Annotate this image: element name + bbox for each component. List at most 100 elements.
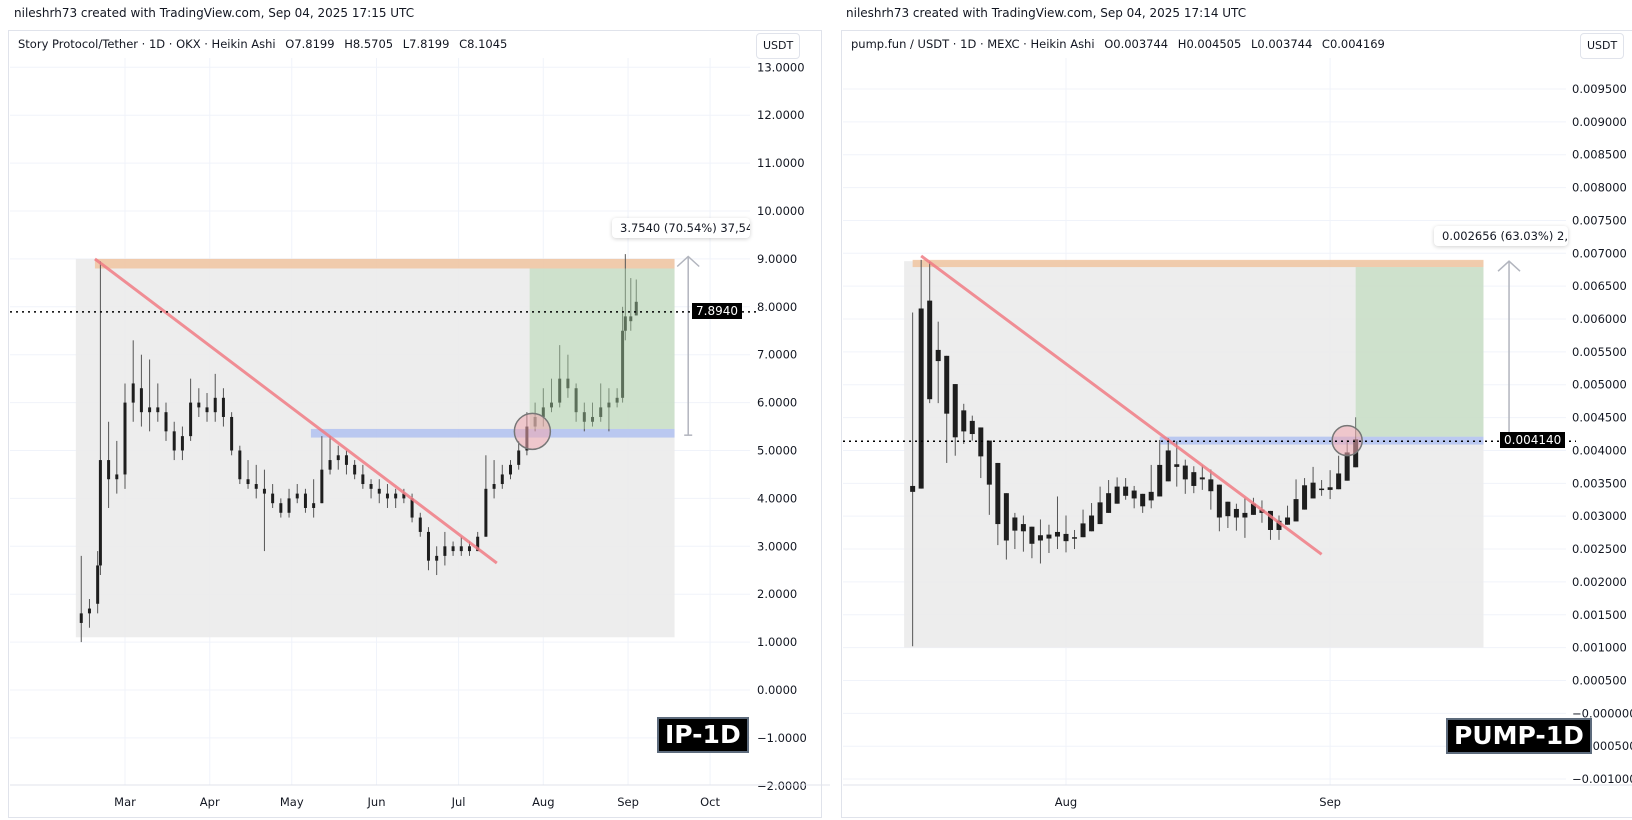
candle-body [492, 484, 496, 489]
candle-body [96, 565, 100, 604]
candle-body [634, 301, 638, 316]
candle [1131, 485, 1137, 509]
candle-body [1208, 479, 1214, 492]
candle [1242, 497, 1248, 538]
candle-body [558, 378, 562, 403]
candle-body [1199, 477, 1205, 480]
ohlc-close: C0.004169 [1321, 37, 1385, 51]
candle [271, 484, 275, 508]
y-axis-tick-label: 7.0000 [757, 348, 797, 362]
candle-body [629, 316, 633, 322]
currency-button[interactable]: USDT [1580, 33, 1625, 59]
y-axis-tick-label: 0.004000 [1572, 443, 1627, 457]
last-price-label: 0.004140 [1500, 432, 1566, 448]
candle-body [1285, 517, 1291, 525]
candle-body [426, 531, 430, 561]
candle-body [1123, 486, 1129, 496]
range-box [904, 261, 1484, 648]
candle [148, 359, 152, 432]
candle-body [172, 431, 176, 451]
y-axis-tick-label: 0.007000 [1572, 246, 1627, 260]
symbol-info[interactable]: pump.fun / USDT · 1D · MEXC · Heikin Ash… [851, 37, 1095, 51]
candle-body [238, 450, 242, 480]
arrow-up-icon [676, 255, 700, 268]
candle-body [287, 498, 291, 513]
candle-body [336, 455, 340, 461]
symbol-info[interactable]: Story Protocol/Tether · 1D · OKX · Heiki… [18, 37, 276, 51]
candle [607, 388, 611, 432]
candle [451, 541, 455, 556]
candle [508, 460, 512, 480]
y-axis-tick-label: 0.002500 [1572, 542, 1627, 556]
candle [591, 402, 595, 427]
candle-body [1250, 503, 1256, 515]
candle-body [1336, 473, 1342, 490]
candle [927, 261, 933, 404]
candle [377, 479, 381, 504]
y-axis-tick-label: 0.005500 [1572, 345, 1627, 359]
candle [1037, 519, 1043, 564]
y-axis-tick-label: −0.000000 [1572, 706, 1632, 720]
candle-body [1302, 485, 1308, 510]
candle-body [1106, 493, 1112, 513]
candle [1080, 509, 1086, 538]
candle [1276, 515, 1282, 540]
y-axis-tick-label: 0.004500 [1572, 411, 1627, 425]
candle-body [451, 546, 455, 552]
candle-body [221, 397, 225, 417]
candle-body [1276, 520, 1282, 530]
candle-body [952, 384, 958, 438]
candle-body [1267, 510, 1273, 530]
candle [1327, 470, 1333, 500]
candle-body [978, 427, 984, 457]
y-axis-tick-label: 0.008000 [1572, 181, 1627, 195]
chart-credit: nileshrh73 created with TradingView.com,… [14, 6, 415, 20]
support-band [1159, 436, 1484, 445]
y-axis-tick-label: 4.0000 [757, 491, 797, 505]
symbol-badge: IP-1D [657, 717, 749, 753]
candle [96, 551, 100, 614]
candle [492, 460, 496, 499]
candle-body [131, 383, 135, 403]
candle-body [961, 410, 967, 432]
x-axis-date-label: Aug [1055, 795, 1077, 809]
candle-body [508, 464, 512, 475]
candle-body [279, 503, 283, 513]
candle [87, 598, 91, 628]
candle [1046, 524, 1052, 553]
candle-body [1140, 493, 1146, 507]
candle [1097, 486, 1103, 525]
candle-body [107, 460, 111, 480]
ohlc-high: H8.5705 [344, 37, 394, 51]
candle-body [1046, 534, 1052, 539]
candle-body [607, 402, 611, 408]
ohlc-open: O7.8199 [285, 37, 335, 51]
x-axis-date-label: Jul [451, 795, 466, 809]
candle [98, 261, 102, 576]
y-axis-tick-label: 0.003500 [1572, 476, 1627, 490]
resistance-band [912, 259, 1484, 268]
y-axis-tick-label: −0.001000 [1572, 772, 1632, 786]
candle-body [541, 407, 545, 417]
x-axis-date-label: Oct [700, 795, 720, 809]
candle-body [353, 464, 357, 475]
y-axis-tick-label: 0.000500 [1572, 673, 1627, 687]
x-axis-date-label: Jun [367, 795, 386, 809]
candle-body [402, 493, 406, 499]
support-band [310, 428, 675, 438]
candle-body [467, 546, 471, 552]
y-axis-tick-label: 0.001500 [1572, 608, 1627, 622]
candle-body [935, 349, 941, 362]
y-axis-tick-label: 0.009500 [1572, 82, 1627, 96]
y-axis-tick-label: 0.002000 [1572, 575, 1627, 589]
candle [1165, 437, 1171, 482]
candle-body [1319, 488, 1325, 491]
candle-body [1174, 464, 1180, 467]
candle [221, 388, 225, 427]
currency-button[interactable]: USDT [756, 33, 801, 59]
candle-body [312, 503, 316, 508]
candle-body [1097, 502, 1103, 525]
x-axis-date-label: Sep [1319, 795, 1341, 809]
